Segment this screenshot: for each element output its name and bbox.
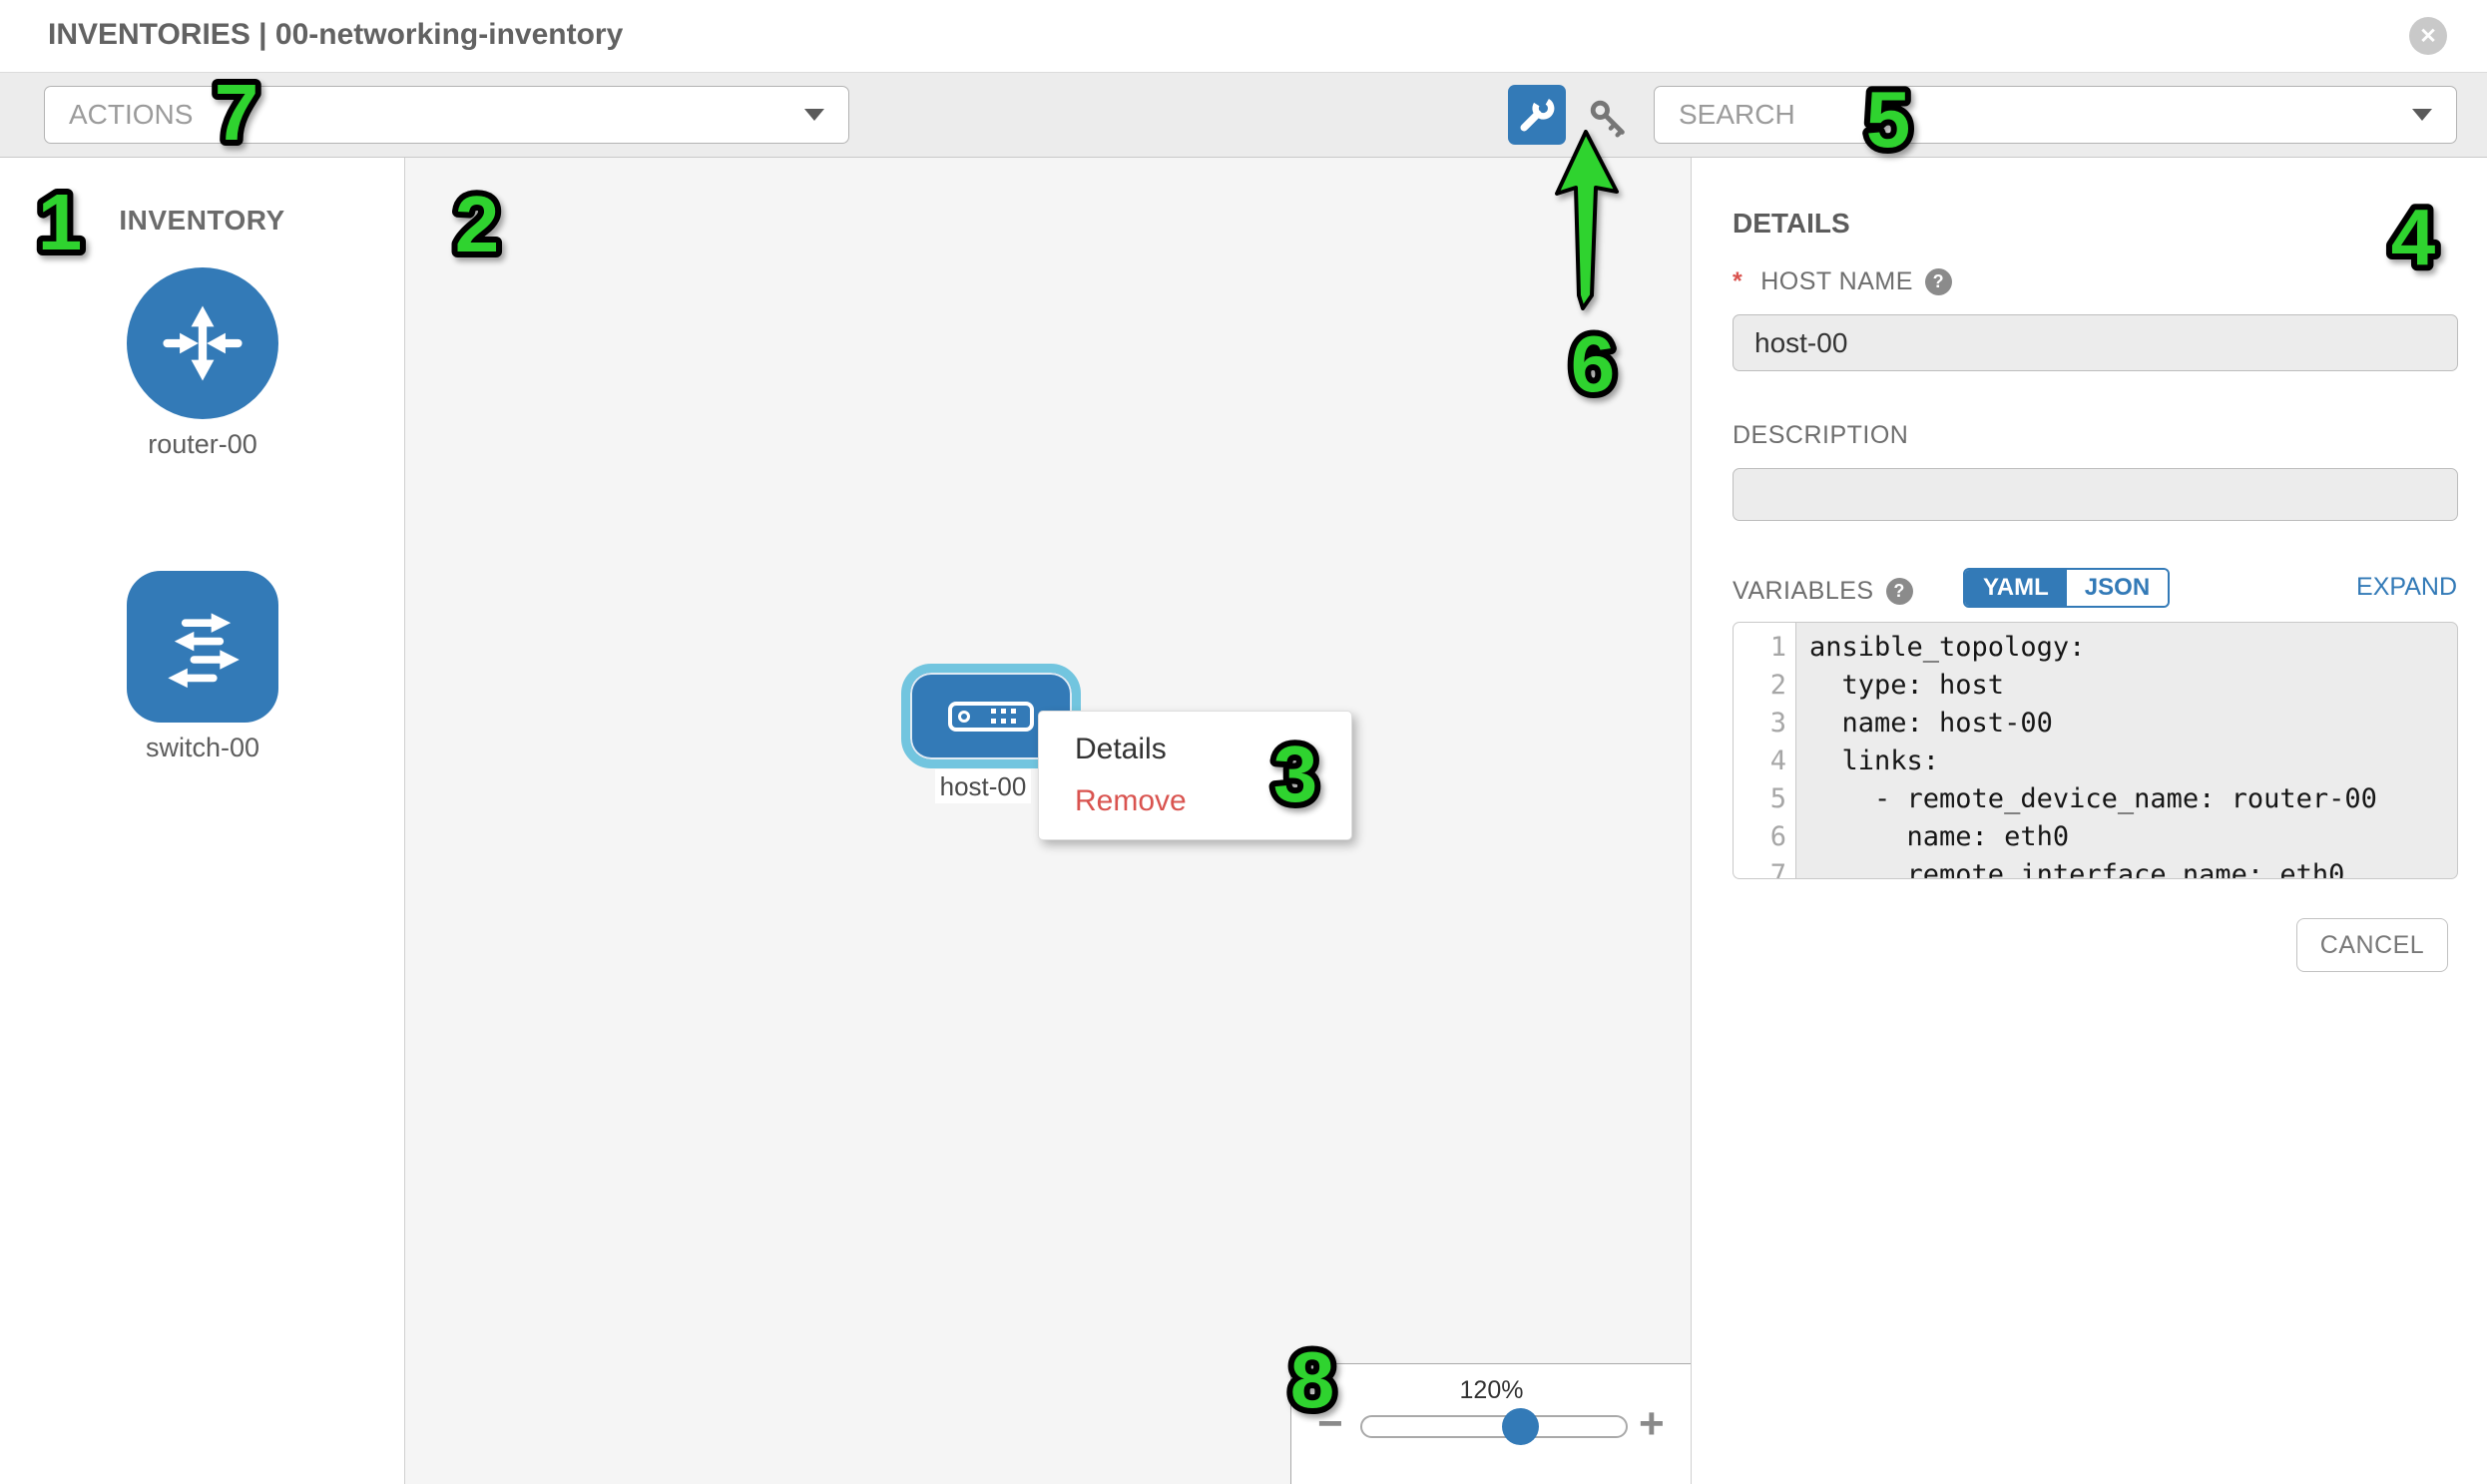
context-menu-item-details[interactable]: Details xyxy=(1075,733,1167,765)
search-dropdown[interactable]: SEARCH xyxy=(1654,86,2457,144)
required-asterisk: * xyxy=(1733,267,1743,295)
cancel-button[interactable]: CANCEL xyxy=(2296,918,2448,972)
help-glyph: ? xyxy=(1932,271,1945,291)
toolbar: ACTIONS SEARCH xyxy=(0,72,2487,158)
caret-down-icon xyxy=(2412,109,2432,121)
actions-dropdown[interactable]: ACTIONS xyxy=(44,86,849,144)
variables-label-text: VARIABLES xyxy=(1733,577,1874,605)
caret-down-icon xyxy=(804,109,824,121)
title-bar: INVENTORIES | 00-networking-inventory ✕ xyxy=(0,0,2487,72)
line-number: 5 xyxy=(1769,783,1786,814)
host-name-label-text: HOST NAME xyxy=(1760,267,1913,295)
details-panel: DETAILS * HOST NAME ? DESCRIPTION VARIAB… xyxy=(1693,158,2487,1484)
host-name-label: * HOST NAME ? xyxy=(1733,267,1952,296)
page-title: INVENTORIES | 00-networking-inventory xyxy=(48,18,624,51)
code-line: 3 name: host-00 xyxy=(1734,705,2457,742)
line-number: 7 xyxy=(1769,859,1786,879)
help-icon[interactable]: ? xyxy=(1924,268,1952,295)
host-node-label: host-00 xyxy=(935,769,1031,803)
topology-canvas[interactable]: host-00 Details Remove 120% − + xyxy=(405,158,1692,1484)
line-number: 4 xyxy=(1769,745,1786,776)
toggle-json[interactable]: JSON xyxy=(2066,570,2169,606)
line-number: 3 xyxy=(1769,708,1786,739)
switch-label: switch-00 xyxy=(145,733,260,762)
variables-format-toggle: YAML JSON xyxy=(1963,568,2171,608)
line-number: 2 xyxy=(1769,670,1786,701)
code-line: 5 - remote_device_name: router-00 xyxy=(1734,780,2457,818)
switch-icon xyxy=(168,613,240,689)
zoom-slider-thumb[interactable] xyxy=(1502,1408,1539,1445)
code-line: 4 links: xyxy=(1734,742,2457,780)
close-icon[interactable]: ✕ xyxy=(2409,17,2447,55)
help-icon[interactable]: ? xyxy=(1885,578,1913,605)
zoom-level-value: 120% xyxy=(1459,1376,1524,1404)
key-button[interactable] xyxy=(1585,95,1633,143)
switch-badge xyxy=(127,571,278,723)
toggle-yaml[interactable]: YAML xyxy=(1965,570,2067,606)
description-label: DESCRIPTION xyxy=(1733,421,1908,450)
key-icon xyxy=(1590,100,1625,138)
search-dropdown-label: SEARCH xyxy=(1679,99,1795,130)
code-line: 2 type: host xyxy=(1734,667,2457,705)
host-name-input[interactable] xyxy=(1733,314,2458,371)
wrench-button[interactable] xyxy=(1508,85,1566,145)
context-menu-item-remove[interactable]: Remove xyxy=(1075,784,1187,817)
line-text: links: xyxy=(1809,745,1940,776)
context-menu: Details Remove xyxy=(1038,711,1352,840)
line-text: remote_interface_name: eth0 xyxy=(1809,859,2345,879)
sidebar-heading: INVENTORY xyxy=(119,205,285,236)
line-text: name: eth0 xyxy=(1809,821,2070,852)
router-label: router-00 xyxy=(148,429,257,459)
host-server-icon xyxy=(948,701,1034,732)
line-text: name: host-00 xyxy=(1809,708,2053,739)
description-input[interactable] xyxy=(1733,468,2458,521)
line-number: 6 xyxy=(1769,821,1786,852)
help-glyph: ? xyxy=(1893,581,1905,601)
code-line: 1 ansible_topology: xyxy=(1734,629,2457,667)
router-icon xyxy=(163,305,243,381)
router-badge xyxy=(127,267,278,419)
variables-label: VARIABLES ? xyxy=(1733,577,1913,606)
line-number: 1 xyxy=(1769,632,1786,663)
line-text: - remote_device_name: router-00 xyxy=(1809,783,2377,814)
zoom-out-button[interactable]: − xyxy=(1317,1399,1343,1448)
actions-dropdown-label: ACTIONS xyxy=(69,99,194,130)
close-glyph: ✕ xyxy=(2419,24,2437,48)
zoom-in-button[interactable]: + xyxy=(1639,1399,1665,1448)
variables-code-editor[interactable]: 1 ansible_topology: 2 type: host 3 name:… xyxy=(1733,622,2458,879)
sidebar-item-router-00[interactable]: router-00 xyxy=(0,267,405,460)
line-text: type: host xyxy=(1809,670,2005,701)
sidebar-item-switch-00[interactable]: switch-00 xyxy=(0,571,405,763)
code-line: 6 name: eth0 xyxy=(1734,818,2457,856)
wrench-icon xyxy=(1520,97,1555,132)
description-label-text: DESCRIPTION xyxy=(1733,421,1909,449)
expand-link[interactable]: EXPAND xyxy=(2356,573,2457,601)
zoom-slider-track[interactable] xyxy=(1360,1415,1628,1438)
zoom-control: 120% − + xyxy=(1290,1363,1691,1484)
details-heading: DETAILS xyxy=(1733,208,1850,239)
inventory-sidebar: INVENTORY router-00 xyxy=(0,158,405,1484)
line-text: ansible_topology: xyxy=(1809,632,2086,663)
code-line: 7 remote_interface_name: eth0 xyxy=(1734,856,2457,879)
